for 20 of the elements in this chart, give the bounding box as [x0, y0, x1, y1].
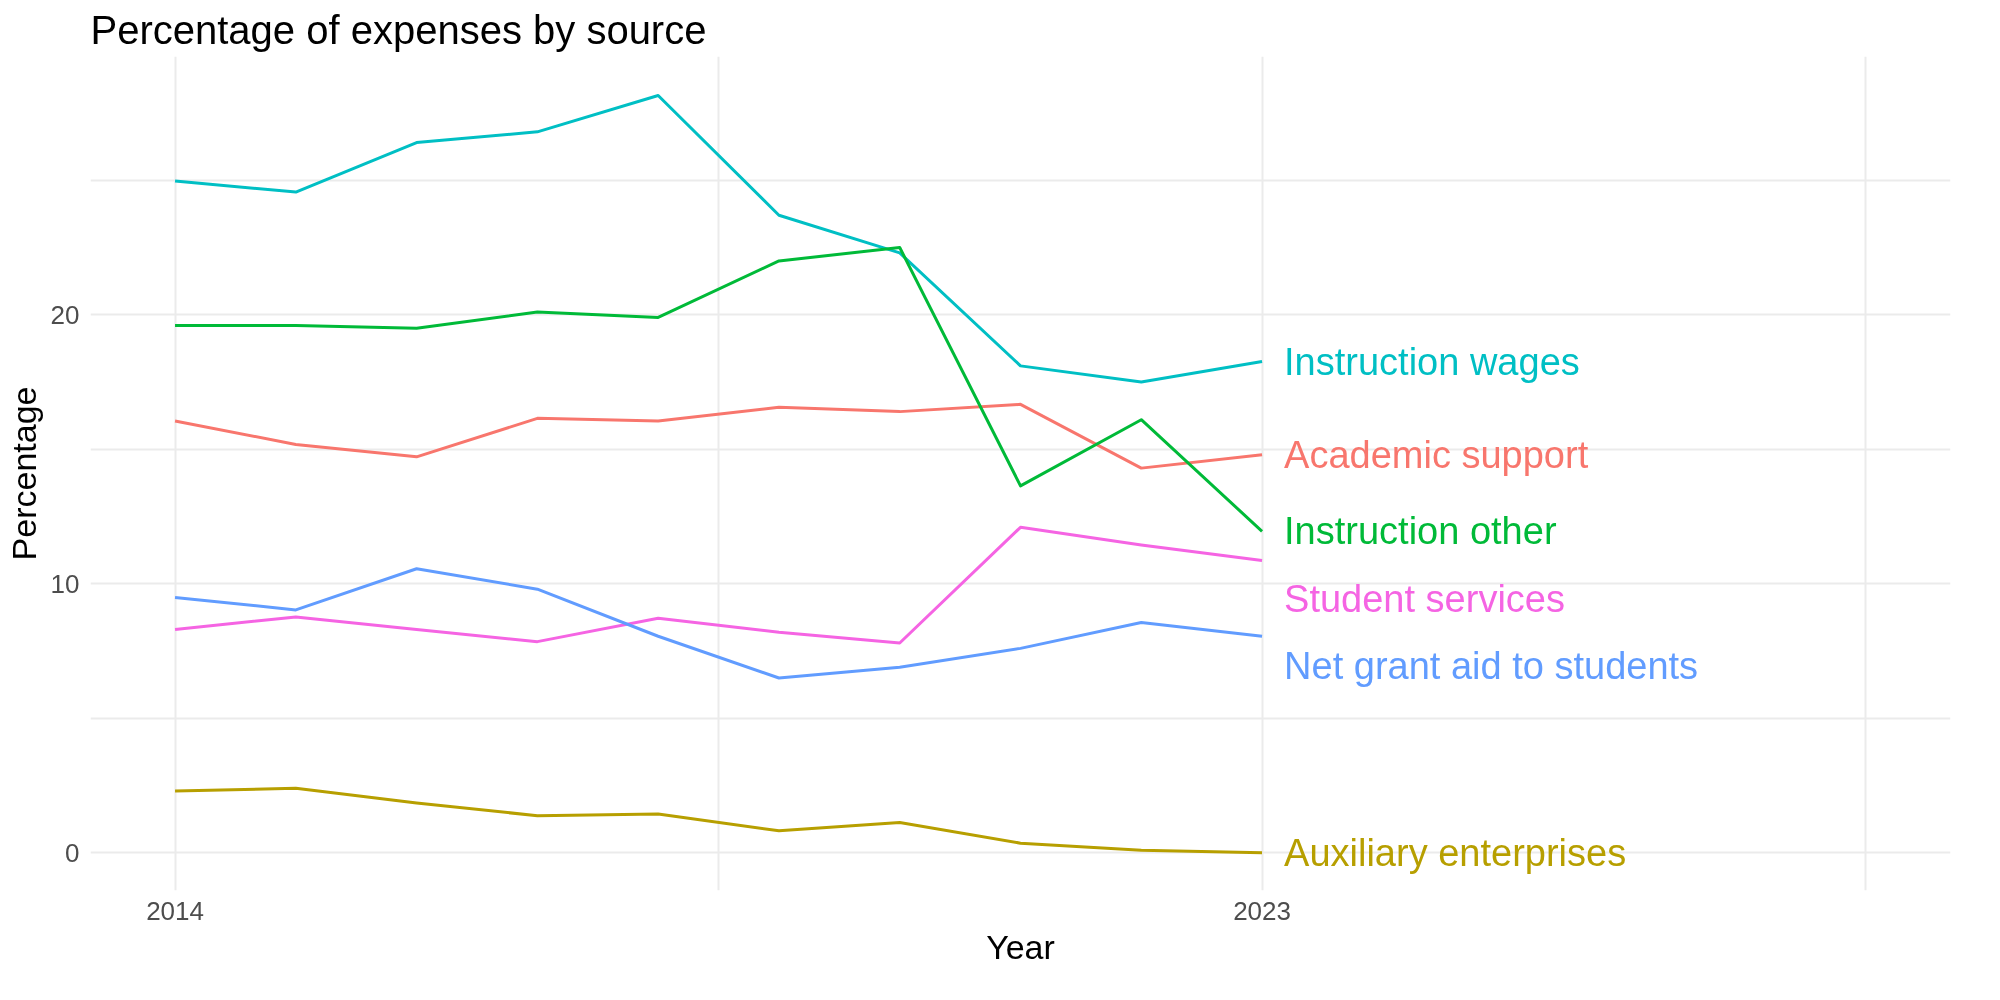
line-series [173, 567, 1264, 680]
line-series [173, 786, 1264, 855]
series-label: Academic support [1284, 433, 1589, 476]
line-series [173, 246, 1264, 533]
y-axis-title: Percentage [4, 386, 43, 561]
x-tick-label: 2023 [1233, 895, 1291, 926]
line-series [173, 402, 1264, 470]
y-tick-label: 20 [50, 299, 80, 330]
x-axis-title: Year [986, 927, 1055, 966]
series-label: Instruction other [1284, 510, 1557, 553]
y-tick-label: 0 [65, 837, 80, 868]
y-tick-label: 10 [50, 568, 80, 599]
line-series [173, 94, 1264, 384]
chart-title: Percentage of expenses by source [90, 7, 707, 52]
series-label: Net grant aid to students [1284, 644, 1699, 687]
series-label: Student services [1284, 577, 1565, 620]
line-series [173, 525, 1264, 645]
series-label: Auxiliary enterprises [1284, 831, 1627, 874]
series-label: Instruction wages [1284, 340, 1580, 383]
x-tick-label: 2014 [146, 895, 204, 926]
